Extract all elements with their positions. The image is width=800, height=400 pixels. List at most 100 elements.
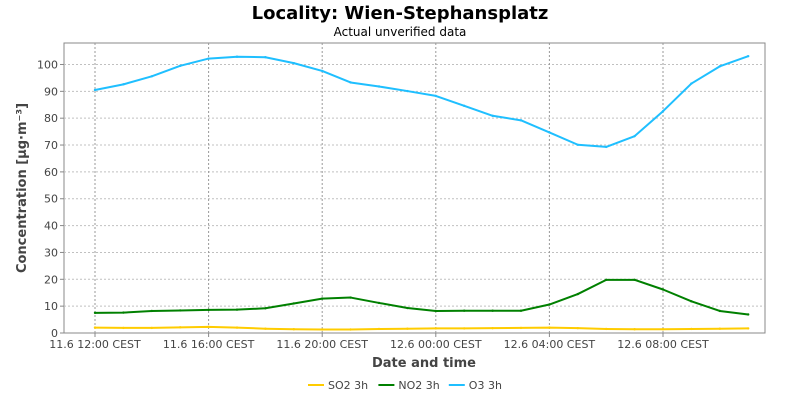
data-point: [463, 327, 466, 330]
data-point: [718, 65, 721, 68]
data-point: [718, 309, 721, 313]
x-axis-ticks: 11.6 12:00 CEST 11.6 16:00 CEST 11.6 20:00…: [49, 333, 709, 351]
data-point: [548, 131, 551, 134]
legend-label: SO2 3h: [328, 379, 368, 392]
plot-area: [63, 42, 766, 334]
y-tick-label: 30: [44, 246, 58, 259]
y-tick-label: 50: [44, 193, 58, 206]
data-point: [661, 110, 665, 113]
data-point: [122, 83, 125, 86]
data-point: [292, 302, 295, 305]
data-point: [491, 326, 494, 330]
data-point: [661, 288, 665, 291]
y-axis-ticks: 0 10 20 30 40 50 60 70 80 90 100: [37, 58, 64, 340]
data-point: [747, 313, 750, 316]
y-tick-label: 100: [37, 58, 58, 71]
y-tick-label: 80: [44, 112, 58, 125]
data-point: [434, 94, 437, 98]
data-point: [377, 301, 381, 305]
x-axis-label: Date and time: [372, 356, 476, 371]
data-point: [321, 69, 324, 73]
data-point: [463, 104, 466, 108]
data-point: [548, 326, 551, 329]
data-point: [235, 308, 239, 311]
data-point: [122, 326, 125, 330]
legend-label: O3 3h: [469, 379, 502, 392]
x-tick-label: 11.6 12:00 CEST: [49, 338, 141, 351]
data-point: [633, 278, 636, 282]
data-point: [179, 309, 182, 312]
x-tick-label: 12.6 04:00 CEST: [504, 338, 596, 351]
data-point: [264, 56, 267, 59]
series-line-o3-3h: [94, 55, 749, 148]
data-point: [207, 308, 210, 312]
data-point: [122, 311, 125, 314]
data-point: [264, 307, 267, 310]
legend-label: NO2 3h: [398, 379, 439, 392]
data-point: [406, 306, 409, 310]
data-point: [321, 297, 324, 300]
y-tick-label: 60: [44, 166, 58, 179]
data-point: [519, 309, 523, 312]
data-point: [406, 89, 409, 93]
data-point: [349, 296, 352, 299]
x-tick-label: 12.6 08:00 CEST: [617, 338, 709, 351]
grid: [64, 43, 765, 333]
data-point: [207, 57, 210, 60]
y-tick-label: 10: [44, 300, 58, 313]
x-tick-label: 11.6 16:00 CEST: [163, 338, 255, 351]
data-point: [605, 145, 608, 149]
data-point: [491, 309, 494, 312]
data-point: [491, 114, 494, 117]
data-point: [179, 326, 182, 329]
data-point: [349, 328, 352, 331]
data-point: [321, 328, 324, 331]
data-point: [93, 88, 97, 92]
data-point: [718, 327, 721, 330]
data-point: [633, 328, 636, 331]
data-point: [605, 278, 608, 282]
data-point: [150, 75, 153, 78]
data-point: [264, 327, 267, 330]
data-point: [548, 303, 551, 306]
data-point: [349, 81, 352, 84]
y-axis-label: Concentration [µg·m⁻³]: [15, 103, 30, 273]
data-point: [93, 311, 97, 315]
legend: SO2 3h NO2 3h O3 3h: [308, 379, 502, 392]
series-line-so2-3h: [94, 325, 749, 331]
data-point: [235, 55, 239, 58]
data-point: [406, 327, 409, 330]
x-tick-label: 11.6 20:00 CEST: [276, 338, 368, 351]
data-point: [179, 64, 182, 68]
y-tick-label: 70: [44, 139, 58, 152]
y-tick-label: 90: [44, 85, 58, 98]
data-point: [576, 143, 579, 146]
data-point: [150, 326, 153, 330]
data-point: [576, 292, 579, 296]
chart-title: Locality: Wien-Stephansplatz: [252, 3, 549, 24]
data-point: [690, 300, 693, 303]
data-point: [661, 328, 665, 331]
data-point: [93, 326, 97, 329]
data-point: [690, 82, 693, 85]
chart-subtitle: Actual unverified data: [334, 25, 467, 39]
data-point: [463, 309, 466, 312]
data-point: [377, 327, 381, 331]
data-point: [292, 328, 295, 331]
data-point: [519, 326, 523, 330]
data-point: [747, 54, 750, 58]
x-tick-label: 12.6 00:00 CEST: [390, 338, 482, 351]
data-point: [292, 61, 295, 65]
plot-frame: [63, 42, 766, 334]
data-point: [434, 309, 437, 313]
y-tick-label: 40: [44, 220, 58, 233]
data-point: [150, 309, 153, 313]
series-line-no2-3h: [94, 278, 749, 316]
data-point: [576, 326, 579, 330]
data-point: [605, 327, 608, 331]
data-point: [747, 327, 750, 330]
data-point: [207, 325, 210, 329]
y-tick-label: 0: [51, 327, 58, 340]
data-point: [434, 327, 437, 330]
